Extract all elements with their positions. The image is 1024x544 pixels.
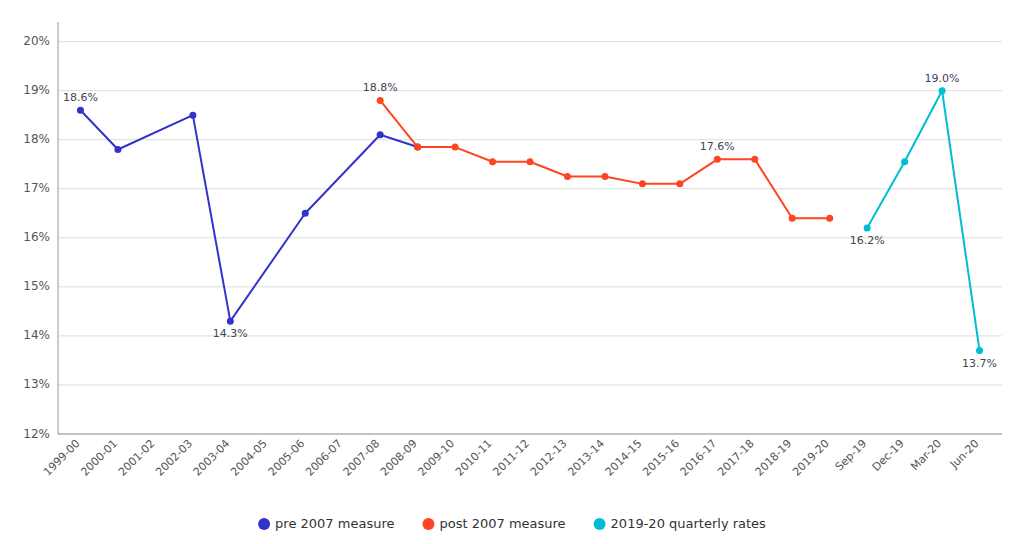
y-tick-label: 19%: [23, 83, 50, 97]
grid-line: [58, 188, 1002, 189]
y-tick-label: 12%: [23, 427, 50, 441]
annotation: 16.2%: [850, 234, 885, 247]
plot-area: [77, 87, 983, 354]
series-marker: [489, 158, 496, 165]
x-tick-label: 2018-19: [753, 437, 795, 479]
series-marker: [452, 144, 459, 151]
grid-line: [58, 90, 1002, 91]
series-marker: [826, 215, 833, 222]
x-tick-label: 2011-12: [490, 437, 532, 479]
annotation: 19.0%: [925, 72, 960, 85]
legend-item: pre 2007 measure: [258, 516, 394, 531]
series-marker: [789, 215, 796, 222]
x-tick-label: 2007-08: [341, 437, 383, 479]
y-axis: 12% 13% 14% 15% 16% 17% 18% 19% 20%: [23, 22, 58, 441]
legend-marker: [594, 518, 606, 530]
legend: pre 2007 measure post 2007 measure 2019-20…: [258, 516, 766, 531]
x-tick-label: 2003-04: [191, 437, 233, 479]
x-tick-label: 2013-14: [565, 437, 607, 479]
series-marker: [227, 318, 234, 325]
series-marker: [676, 180, 683, 187]
x-tick-label: Dec-19: [870, 437, 907, 474]
series-marker: [114, 146, 121, 153]
x-tick-label: 2012-13: [528, 437, 570, 479]
series-marker: [377, 97, 384, 104]
y-tick-label: 17%: [23, 181, 50, 195]
legend-marker: [422, 518, 434, 530]
x-tick-label: Mar-20: [908, 437, 944, 473]
x-tick-label: 2001-02: [116, 437, 158, 479]
legend-item: 2019-20 quarterly rates: [594, 516, 767, 531]
series-line: [867, 91, 979, 351]
grid: [58, 42, 1002, 434]
x-tick-label: 2006-07: [303, 437, 345, 479]
grid-line: [58, 41, 1002, 42]
grid-line: [58, 434, 1002, 435]
legend-label: post 2007 measure: [439, 516, 565, 531]
series-marker: [901, 158, 908, 165]
annotations: 18.6% 14.3% 18.8% 17.6% 16.2% 19.0% 13.7%: [63, 72, 997, 370]
annotation: 18.8%: [363, 81, 398, 94]
x-tick-label: 2005-06: [266, 437, 308, 479]
x-tick-label: 2004-05: [228, 437, 270, 479]
grid-line: [58, 335, 1002, 336]
series-line: [80, 110, 417, 321]
y-tick-label: 15%: [23, 279, 50, 293]
series-marker: [714, 156, 721, 163]
chart: 12% 13% 14% 15% 16% 17% 18% 19% 20% 1999-002000-0…: [0, 0, 1024, 544]
annotation: 17.6%: [700, 140, 735, 153]
x-tick-label: 2014-15: [603, 437, 645, 479]
x-tick-label: 2017-18: [715, 437, 757, 479]
grid-line: [58, 286, 1002, 287]
legend-marker: [258, 518, 270, 530]
x-tick-label: 2009-10: [416, 437, 458, 479]
series-marker: [377, 131, 384, 138]
legend-label: 2019-20 quarterly rates: [611, 516, 767, 531]
y-tick-label: 14%: [23, 328, 50, 342]
y-tick-label: 16%: [23, 230, 50, 244]
x-axis-line: [58, 434, 1002, 435]
x-tick-label: 2016-17: [678, 437, 720, 479]
grid-line: [58, 139, 1002, 140]
x-tick-label: Jun-20: [947, 437, 982, 472]
series-marker: [601, 173, 608, 180]
series-marker: [77, 107, 84, 114]
grid-line: [58, 384, 1002, 385]
x-tick-label: 2010-11: [453, 437, 495, 479]
series-marker: [189, 112, 196, 119]
series-marker: [564, 173, 571, 180]
series-marker: [976, 347, 983, 354]
series-marker: [939, 87, 946, 94]
y-axis-line: [58, 22, 59, 434]
annotation: 13.7%: [962, 357, 997, 370]
x-axis: 1999-002000-012001-022002-032003-042004-…: [41, 437, 982, 479]
series-marker: [527, 158, 534, 165]
x-tick-label: 2015-16: [640, 437, 682, 479]
legend-item: post 2007 measure: [422, 516, 565, 531]
series-marker: [751, 156, 758, 163]
x-tick-label: Sep-19: [833, 437, 870, 474]
x-tick-label: 2008-09: [378, 437, 420, 479]
x-tick-label: 2002-03: [153, 437, 195, 479]
annotation: 14.3%: [213, 327, 248, 340]
series-marker: [302, 210, 309, 217]
legend-label: pre 2007 measure: [275, 516, 394, 531]
x-tick-label: 2000-01: [78, 437, 120, 479]
y-tick-label: 20%: [23, 34, 50, 48]
series-marker: [414, 144, 421, 151]
annotation: 18.6%: [63, 91, 98, 104]
y-tick-label: 13%: [23, 377, 50, 391]
x-tick-label: 1999-00: [41, 437, 83, 479]
series-marker: [864, 225, 871, 232]
y-tick-label: 18%: [23, 132, 50, 146]
series-line: [380, 100, 830, 218]
series-marker: [414, 144, 421, 151]
series-marker: [639, 180, 646, 187]
x-tick-label: 2019-20: [790, 437, 832, 479]
